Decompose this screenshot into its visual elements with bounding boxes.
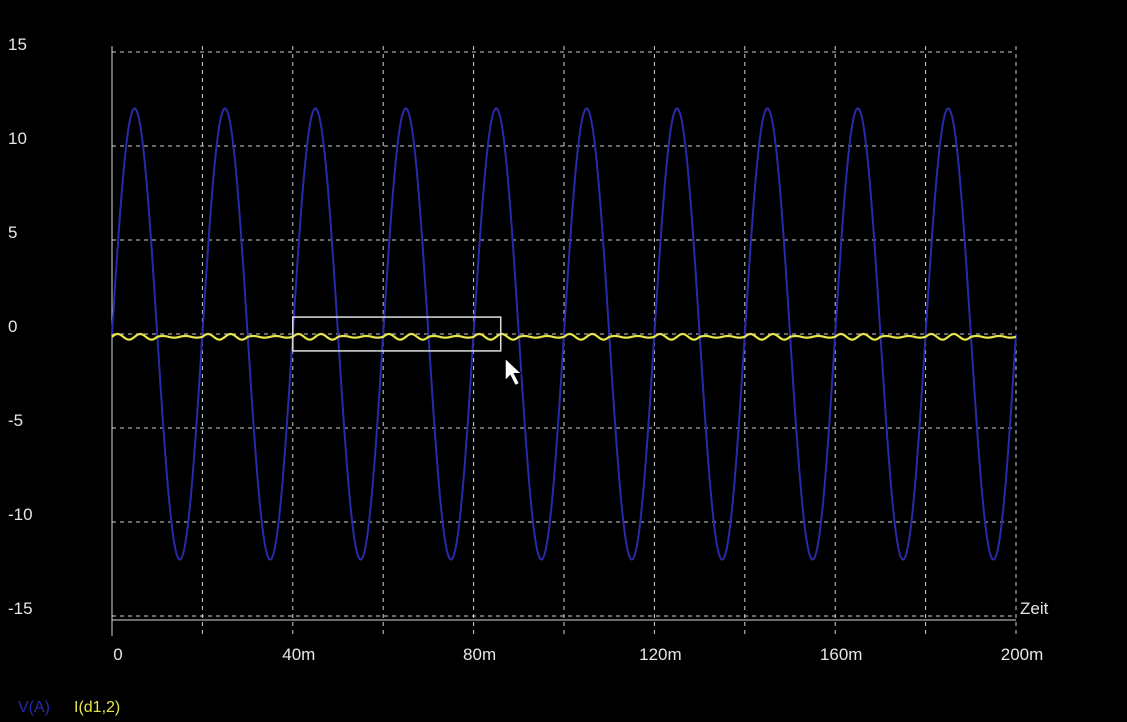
plot-area[interactable]: 0 40m 80m 120m 160m 200m 15 10 5 0 -5 -10 -15 Zeit xyxy=(0,0,1127,696)
y-tick-label: 15 xyxy=(8,35,27,54)
y-tick-label: 0 xyxy=(8,317,17,336)
x-tick-label: 160m xyxy=(820,645,863,664)
y-tick-label: -5 xyxy=(8,411,23,430)
tick-labels: 0 40m 80m 120m 160m 200m 15 10 5 0 -5 -10 -15 xyxy=(8,35,1043,664)
series-group xyxy=(111,107,1017,561)
x-tick-label: 80m xyxy=(463,645,496,664)
selection-box[interactable] xyxy=(292,316,502,352)
legend-entry-i-d1-2[interactable]: I(d1,2) xyxy=(74,699,121,716)
y-tick-label: 5 xyxy=(8,223,17,242)
x-tick-label: 120m xyxy=(639,645,682,664)
x-tick-label: 0 xyxy=(113,645,122,664)
mouse-cursor-icon xyxy=(504,357,523,387)
legend: V(A) I(d1,2) xyxy=(18,696,144,720)
x-tick-label: 40m xyxy=(282,645,315,664)
y-tick-label: -15 xyxy=(8,599,33,618)
x-tick-label: 200m xyxy=(1001,645,1044,664)
axes xyxy=(111,46,1016,636)
series-line-v-a xyxy=(111,107,1017,561)
series-line-i-d1-2 xyxy=(111,332,1017,341)
legend-entry-v-a[interactable]: V(A) xyxy=(18,699,50,716)
y-tick-label: 10 xyxy=(8,129,27,148)
y-tick-label: -10 xyxy=(8,505,33,524)
x-axis-label: Zeit xyxy=(1020,599,1049,618)
